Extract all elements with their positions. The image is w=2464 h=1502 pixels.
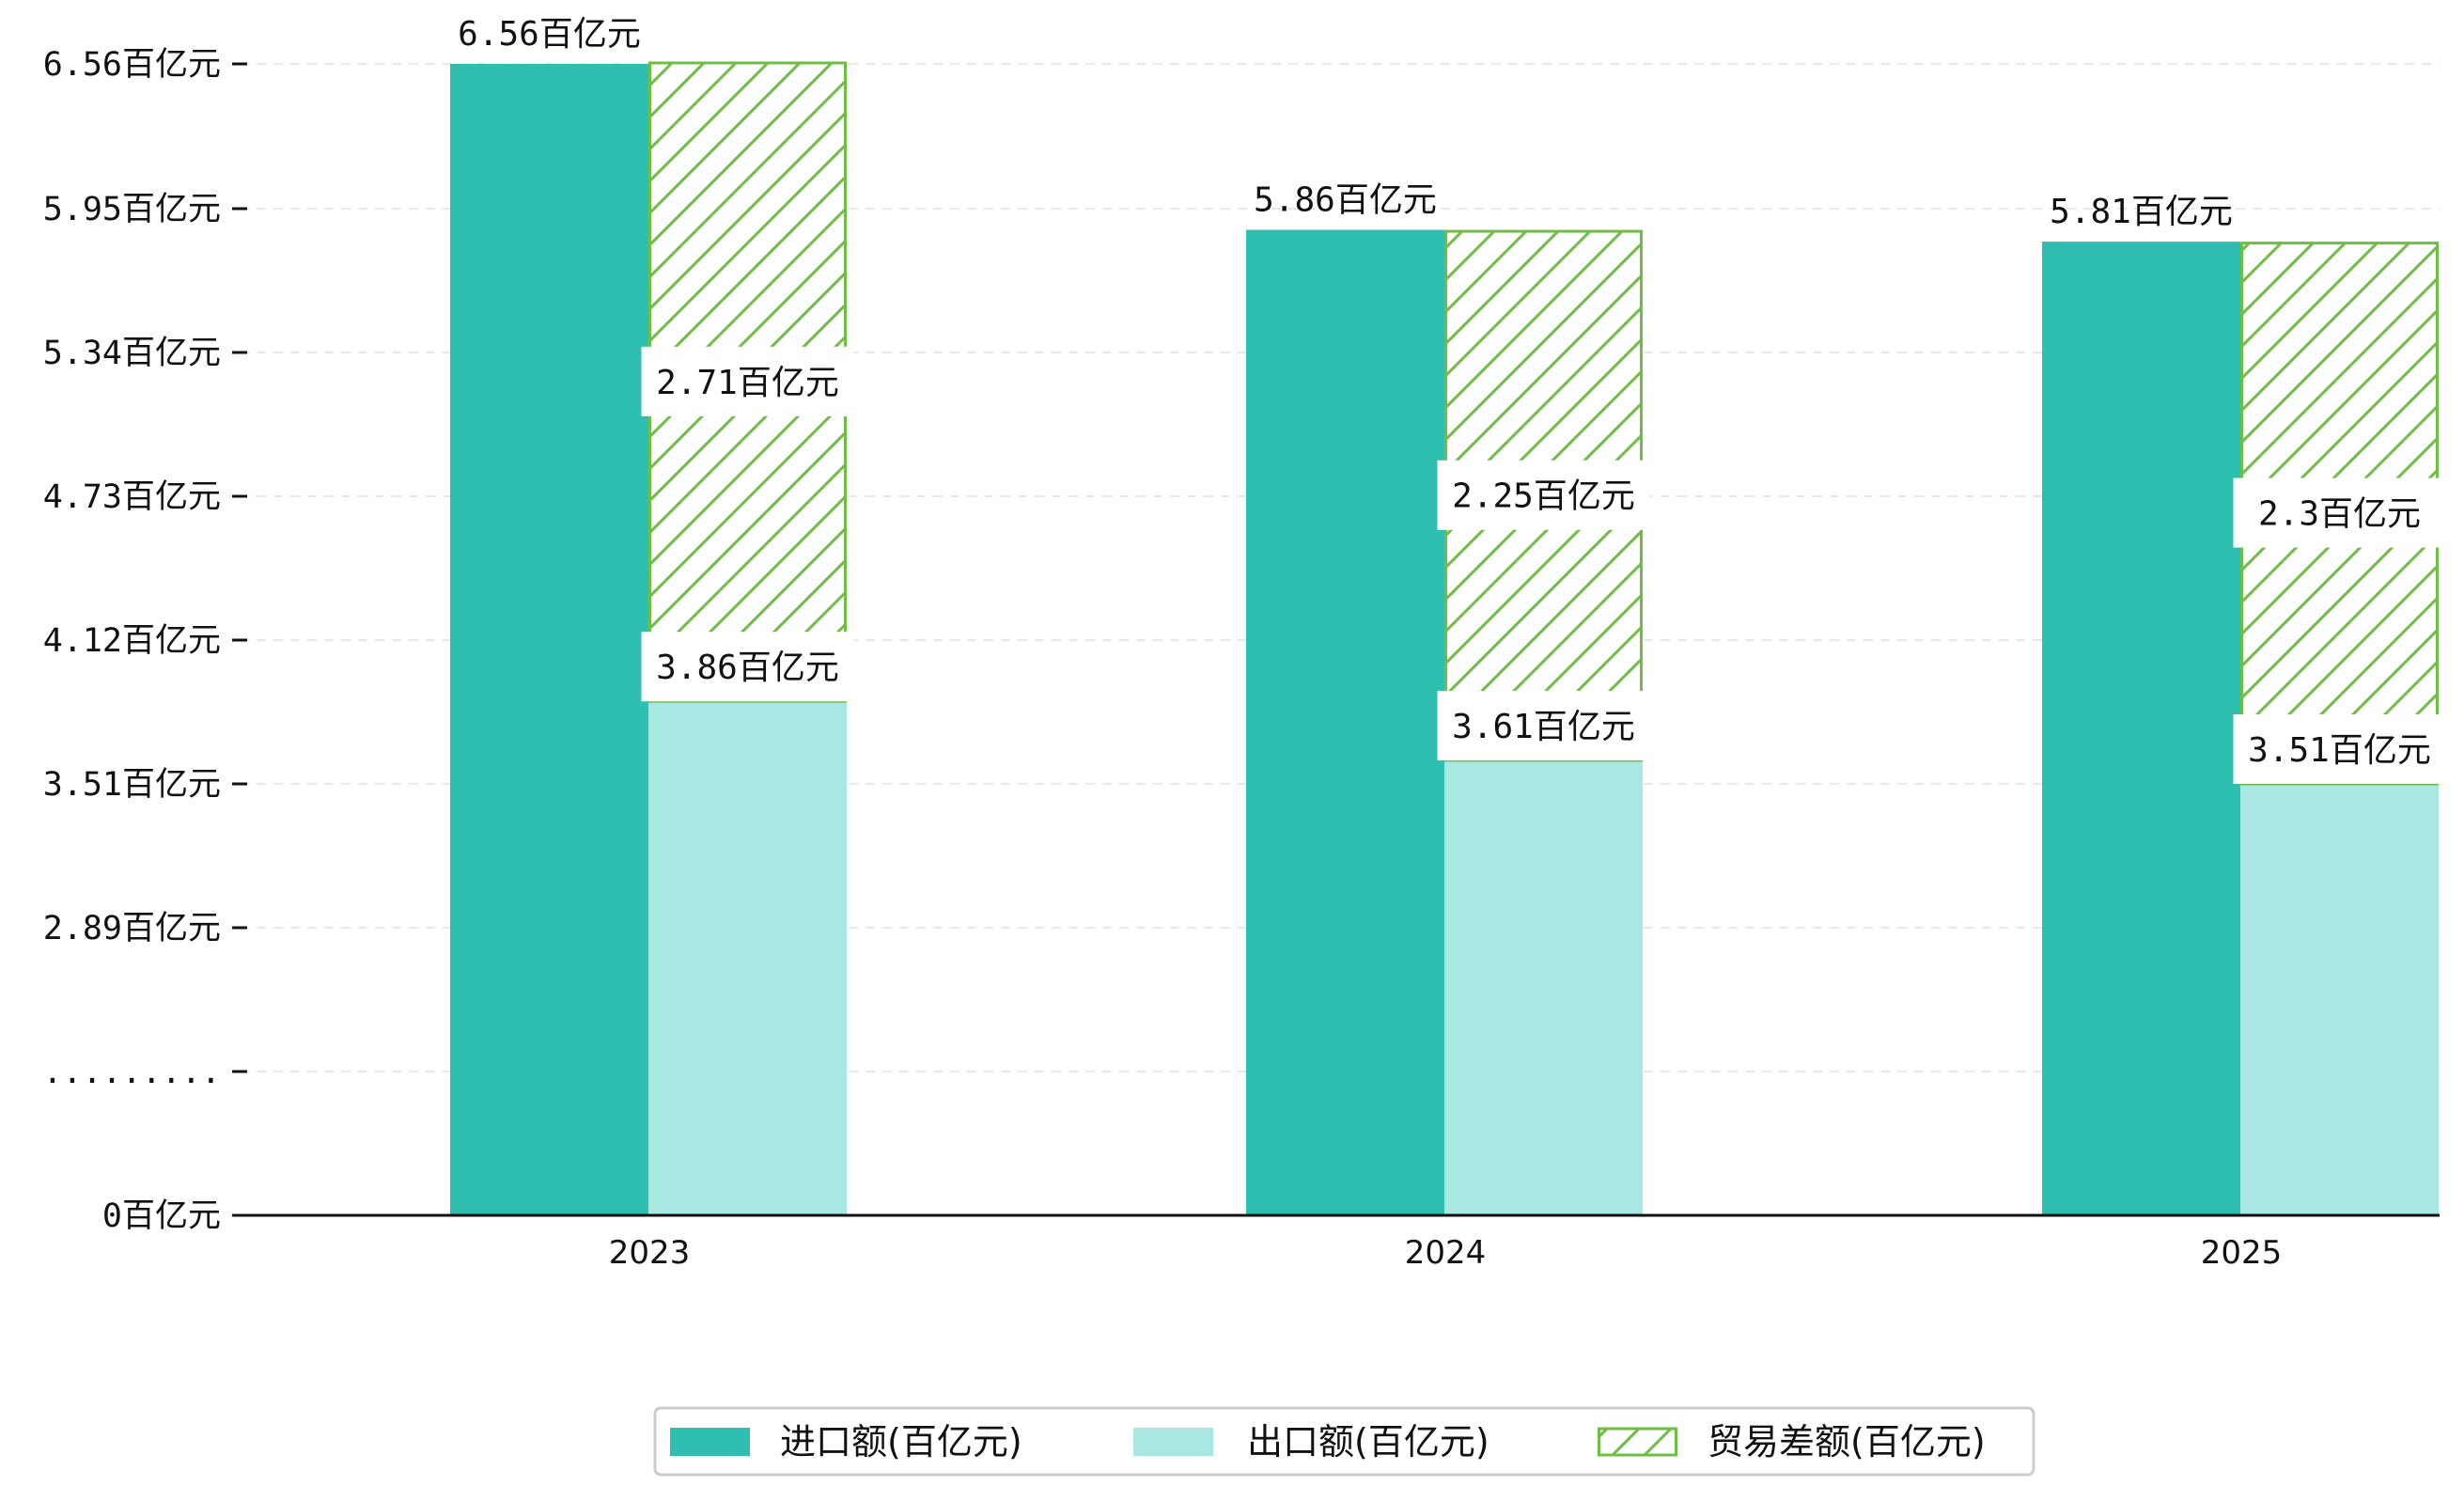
bar-export (1444, 759, 1643, 1215)
data-label-trade-balance-bg (1437, 460, 1650, 530)
legend: 进口额(百亿元) 出口额(百亿元) 贸易差额(百亿元) (653, 1406, 2035, 1477)
data-label-trade-balance-group: 2.71百亿元 (641, 346, 854, 416)
data-label-export-bg (641, 632, 854, 702)
data-label-trade-balance: 2.71百亿元 (656, 364, 839, 402)
data-label-import: 6.56百亿元 (458, 15, 641, 54)
data-label-trade-balance-bg (2233, 477, 2446, 548)
labels-layer: 6.56百亿元 3.86百亿元 2.71百亿元 5.86百亿元 3.61百亿元 2.25百… (458, 15, 2446, 784)
bar-import (450, 64, 648, 1215)
bar-export (648, 701, 847, 1215)
data-label-export: 3.51百亿元 (2248, 731, 2431, 770)
legend-frame (653, 1406, 2035, 1477)
y-tick-label: 4.73百亿元 (43, 478, 221, 516)
data-label-trade-balance: 2.25百亿元 (1452, 477, 1635, 516)
data-label-trade-balance: 2.3百亿元 (2258, 495, 2421, 534)
data-label-export: 3.86百亿元 (656, 649, 839, 687)
x-tick-label: 2025 (2201, 1234, 2283, 1272)
axis-layer: 0百亿元......... 2.89百亿元 3.51百亿元 4.12百亿元 4.73百亿… (42, 46, 2440, 1272)
data-label-export-group: 3.51百亿元 (2233, 714, 2446, 784)
bar-import (1246, 229, 1444, 1216)
data-label-export: 3.61百亿元 (1452, 708, 1635, 746)
bar-export (2240, 784, 2439, 1215)
x-tick-label: 2023 (609, 1234, 691, 1272)
data-label-trade-balance-bg (641, 346, 854, 416)
y-tick-label: 2.89百亿元 (43, 910, 221, 947)
y-tick-label: 5.95百亿元 (43, 191, 221, 228)
data-label-import: 5.86百亿元 (1254, 181, 1437, 220)
legend-swatch-export (1133, 1428, 1213, 1456)
data-label-import: 5.81百亿元 (2050, 193, 2233, 231)
data-label-trade-balance-group: 2.3百亿元 (2233, 477, 2446, 548)
data-label-export-group: 3.86百亿元 (641, 632, 854, 702)
legend-label: 贸易差额(百亿元) (1708, 1421, 1986, 1463)
legend-swatch-trade-balance (1598, 1427, 1677, 1457)
y-tick-label: ......... (42, 1054, 221, 1091)
legend-label: 出口额(百亿元) (1247, 1421, 1489, 1463)
y-tick-label: 5.34百亿元 (43, 335, 221, 372)
legend-swatch-import (670, 1428, 750, 1456)
legend-label: 进口额(百亿元) (780, 1421, 1022, 1463)
y-tick-label: 4.12百亿元 (43, 622, 221, 660)
x-tick-label: 2024 (1405, 1234, 1487, 1272)
y-tick-label: 6.56百亿元 (43, 46, 221, 84)
data-label-trade-balance-group: 2.25百亿元 (1437, 460, 1650, 530)
data-label-export-bg (1437, 690, 1650, 760)
bar-import (2042, 242, 2240, 1215)
data-label-export-bg (2233, 714, 2446, 784)
data-label-export-group: 3.61百亿元 (1437, 690, 1650, 760)
y-tick-label: 3.51百亿元 (43, 766, 221, 804)
y-tick-label: 0百亿元 (102, 1197, 221, 1235)
